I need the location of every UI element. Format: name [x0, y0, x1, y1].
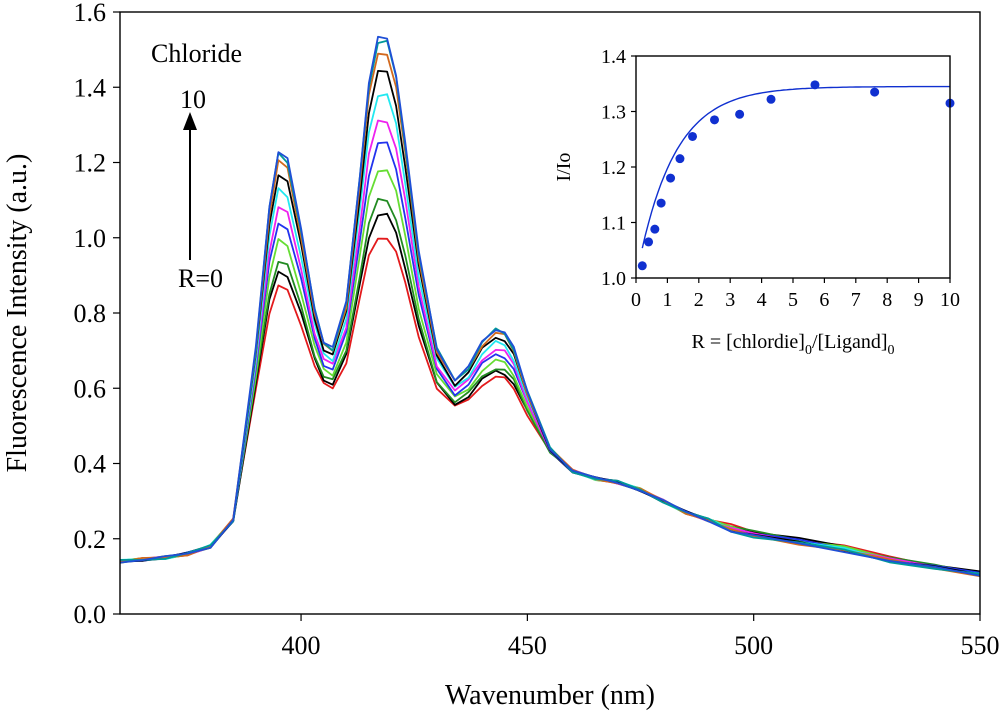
inset-x-tick-label: 2 [694, 289, 704, 311]
y-tick-label: 0.2 [74, 525, 107, 554]
y-axis-label: Fluorescence Intensity (a.u.) [2, 154, 33, 473]
inset-data-point [666, 173, 676, 183]
inset-y-tick-label: 1.1 [601, 213, 626, 235]
inset-x-tick-label: 5 [788, 289, 798, 311]
arrow-head-icon [183, 112, 197, 130]
y-tick-label: 0.0 [74, 600, 107, 629]
inset-y-tick-label: 1.3 [601, 102, 626, 124]
inset-data-point [766, 94, 776, 104]
inset-data-point [637, 261, 647, 271]
inset-points-group [637, 80, 955, 271]
inset-y-tick-label: 1.4 [601, 46, 626, 68]
inset-x-tick-label: 1 [662, 289, 672, 311]
arrow-bottom-label: R=0 [178, 264, 223, 293]
y-tick-label: 0.4 [74, 450, 107, 479]
x-tick-label: 450 [508, 631, 547, 660]
x-tick-label: 400 [282, 631, 321, 660]
inset-y-tick-label: 1.2 [601, 157, 626, 179]
x-tick-label: 500 [734, 631, 773, 660]
series-group [119, 35, 981, 578]
inset-y-tick-label: 1.0 [601, 268, 626, 290]
inset-x-tick-label: 9 [914, 289, 924, 311]
inset-data-point [688, 131, 698, 141]
x-axis-label: Wavenumber (nm) [445, 680, 655, 711]
inset-fit-line [641, 85, 950, 249]
inset-y-axis-label: I/Io [553, 153, 575, 182]
inset-x-tick-label: 0 [631, 289, 641, 311]
y-axis-ticks: 0.0 0.2 0.4 0.6 0.8 1.0 1.2 1.4 1.6 [74, 0, 120, 629]
inset-data-point [870, 87, 880, 97]
y-tick-label: 1.4 [74, 73, 107, 102]
y-tick-label: 0.6 [74, 374, 107, 403]
inset-x-tick-label: 3 [725, 289, 735, 311]
inset-data-point [656, 198, 666, 208]
inset-x-axis-label: R = [chlordie]0/[Ligand]0 [692, 331, 895, 358]
y-tick-label: 1.6 [74, 0, 107, 27]
series-line-r-10 [119, 35, 981, 577]
y-tick-label: 1.2 [74, 149, 107, 178]
inset-data-point [735, 109, 745, 119]
x-axis-ticks: 400 450 500 550 [282, 614, 1000, 660]
arrow-top-label: 10 [180, 85, 206, 114]
inset-plot: 0 1 2 3 4 5 6 7 8 9 10 1.0 1.1 1.2 1.3 1.4 R = [chlord… [553, 46, 960, 358]
inset-x-tick-label: 6 [819, 289, 829, 311]
inset-background [636, 56, 950, 278]
inset-data-point [710, 115, 719, 125]
ion-label: Chloride [151, 39, 242, 68]
inset-x-tick-label: 8 [882, 289, 892, 311]
inset-data-point [644, 237, 654, 247]
y-tick-label: 0.8 [74, 299, 107, 328]
inset-y-ticks: 1.0 1.1 1.2 1.3 1.4 [601, 46, 636, 290]
inset-data-point [810, 80, 820, 90]
y-tick-label: 1.0 [74, 224, 107, 253]
x-tick-label: 550 [961, 631, 1000, 660]
inset-data-point [650, 224, 660, 234]
inset-data-point [675, 154, 685, 164]
inset-x-tick-label: 10 [940, 289, 960, 311]
inset-fit-group [641, 85, 950, 249]
inset-x-tick-label: 4 [757, 289, 767, 311]
inset-x-tick-label: 7 [851, 289, 861, 311]
inset-x-ticks: 0 1 2 3 4 5 6 7 8 9 10 [631, 278, 960, 311]
